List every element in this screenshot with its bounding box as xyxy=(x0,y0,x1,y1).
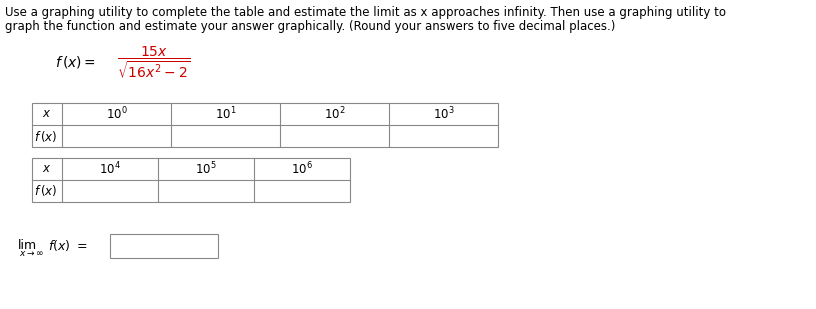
Text: $10^{1}$: $10^{1}$ xyxy=(215,106,237,122)
Text: $\dfrac{15x}{\sqrt{16x^2-2}}$: $\dfrac{15x}{\sqrt{16x^2-2}}$ xyxy=(117,44,191,80)
Text: $x\to\infty$: $x\to\infty$ xyxy=(19,248,44,257)
Text: $f(x)\ =$: $f(x)\ =$ xyxy=(48,238,87,252)
Text: $10^{3}$: $10^{3}$ xyxy=(432,106,455,122)
Text: $f\,(x)$: $f\,(x)$ xyxy=(34,184,57,198)
Text: lim: lim xyxy=(18,239,37,252)
Text: $10^{6}$: $10^{6}$ xyxy=(291,161,313,177)
Text: $x$: $x$ xyxy=(42,108,51,121)
Text: $10^{0}$: $10^{0}$ xyxy=(105,106,127,122)
Bar xyxy=(32,158,350,202)
Text: $10^{5}$: $10^{5}$ xyxy=(195,161,217,177)
Text: $f\,(x) =$: $f\,(x) =$ xyxy=(55,54,96,70)
Text: $10^{4}$: $10^{4}$ xyxy=(99,161,121,177)
Text: Use a graphing utility to complete the table and estimate the limit as x approac: Use a graphing utility to complete the t… xyxy=(5,6,726,19)
Bar xyxy=(32,103,498,147)
Text: $x$: $x$ xyxy=(42,163,51,176)
Bar xyxy=(110,234,218,258)
Text: $10^{2}$: $10^{2}$ xyxy=(324,106,345,122)
Text: $f\,(x)$: $f\,(x)$ xyxy=(34,129,57,143)
Text: graph the function and estimate your answer graphically. (Round your answers to : graph the function and estimate your ans… xyxy=(5,20,615,33)
